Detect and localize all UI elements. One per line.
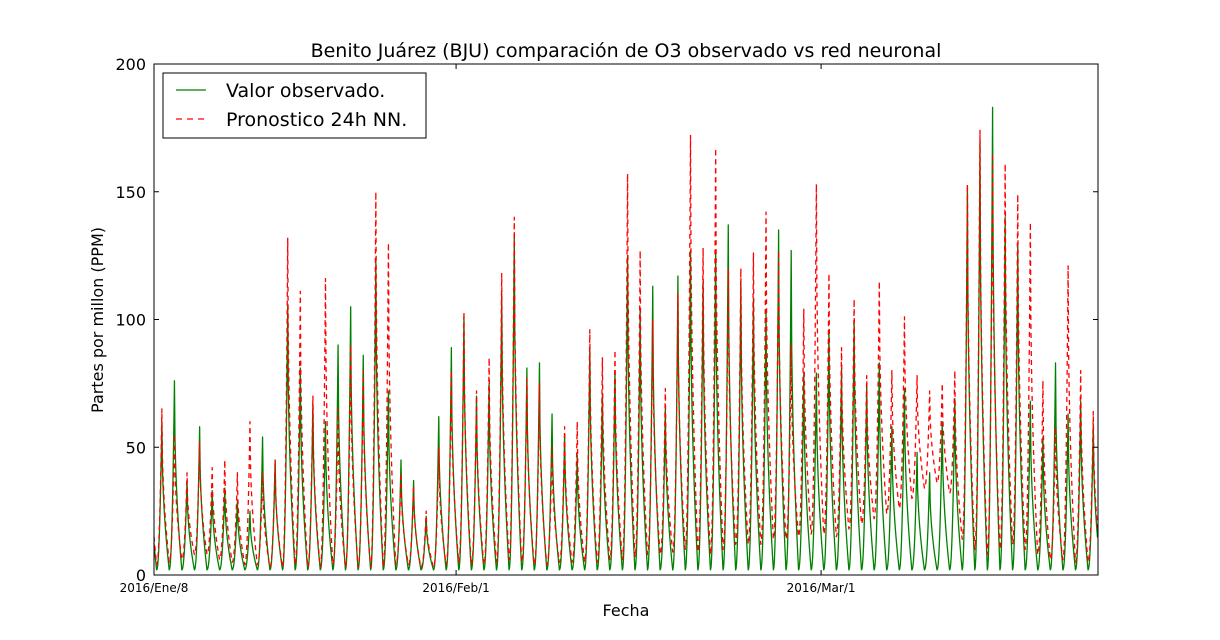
x-tick-label: 2016/Mar/1: [787, 581, 856, 595]
y-tick-label: 0: [136, 566, 146, 585]
y-tick-label: 150: [115, 183, 146, 202]
plot-area: [153, 106, 1099, 571]
legend: Valor observado. Pronostico 24h NN.: [162, 72, 427, 139]
y-tick-label: 50: [126, 438, 146, 457]
series-line-forecast: [153, 129, 1099, 568]
x-axis-label: Fecha: [603, 601, 650, 620]
x-axis: 2016/Ene/8 2016/Feb/1 2016/Mar/1: [120, 64, 856, 595]
legend-label-forecast: Pronostico 24h NN.: [226, 109, 407, 131]
chart-title: Benito Juárez (BJU) comparación de O3 ob…: [311, 40, 942, 62]
y-axis-label: Partes por millon (PPM): [88, 227, 107, 413]
y-axis: 0 50 100 150 200: [115, 55, 1098, 585]
y-tick-label: 200: [115, 55, 146, 74]
x-tick-label: 2016/Feb/1: [422, 581, 490, 595]
series-line-observed: [153, 106, 1099, 571]
y-tick-label: 100: [115, 311, 146, 330]
legend-label-observed: Valor observado.: [226, 80, 385, 102]
x-tick-label: 2016/Ene/8: [120, 581, 189, 595]
legend-box: [162, 72, 427, 139]
